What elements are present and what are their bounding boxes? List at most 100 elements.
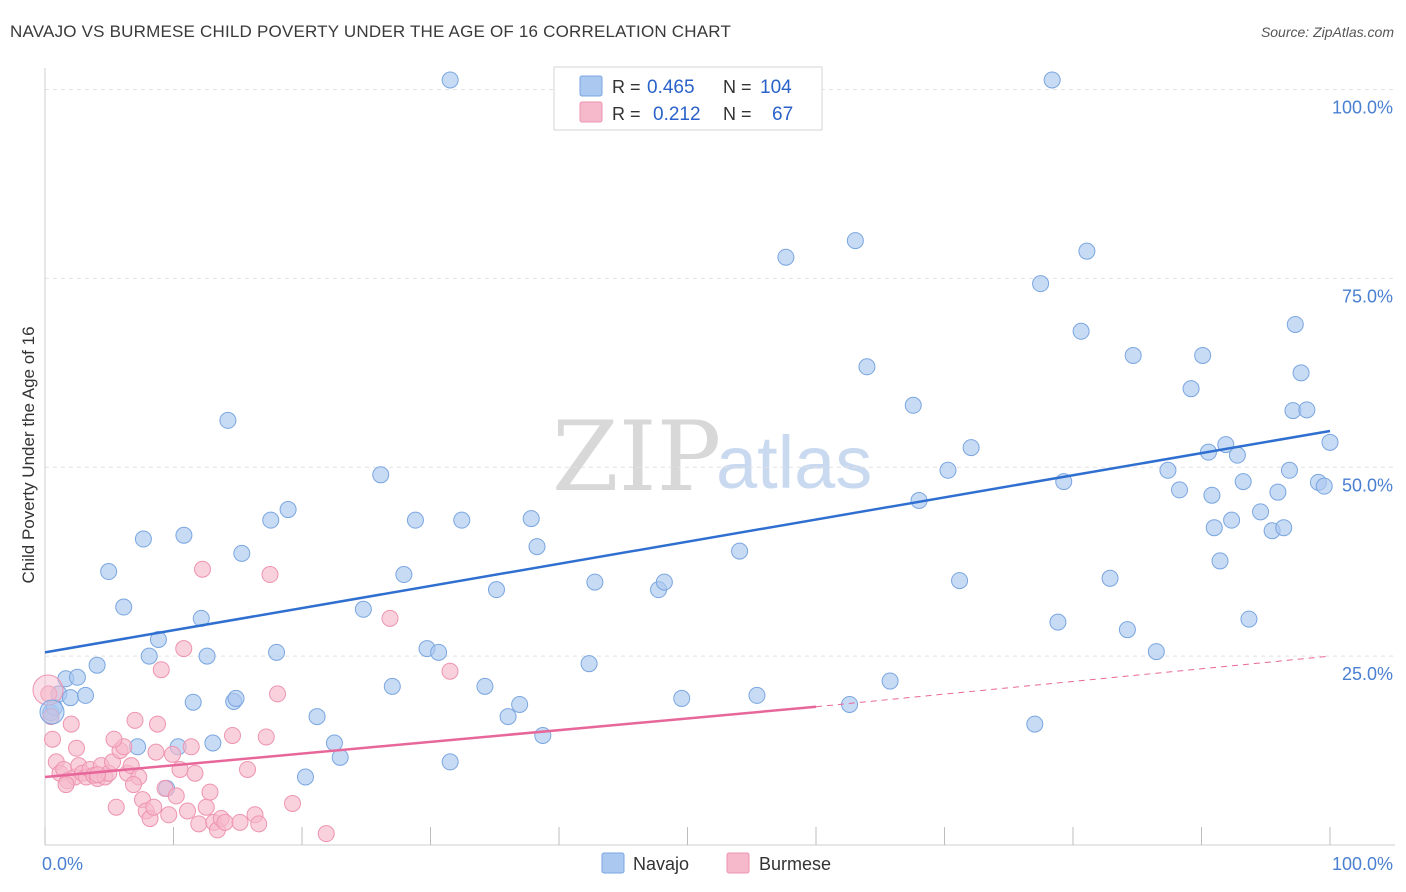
- burmese-point: [201, 783, 219, 801]
- navajo-point: [1315, 477, 1333, 495]
- legend-r-value-navajo: 0.465: [647, 77, 695, 98]
- navajo-point: [1292, 364, 1310, 382]
- navajo-point: [586, 573, 604, 591]
- navajo-point: [100, 563, 118, 581]
- watermark-zip: ZIP: [552, 401, 721, 513]
- navajo-point: [1321, 433, 1339, 451]
- burmese-point: [145, 798, 163, 816]
- navajo-point: [453, 511, 471, 529]
- burmese-point: [239, 760, 256, 778]
- burmese-point: [269, 685, 286, 703]
- navajo-point: [748, 686, 766, 704]
- navajo-point: [1269, 483, 1287, 501]
- grid-lines: [45, 89, 1395, 657]
- burmese-point: [125, 776, 142, 794]
- navajo-point: [184, 693, 202, 711]
- navajo-point: [77, 686, 95, 704]
- legend-n-value-burmese: 67: [772, 104, 793, 125]
- x-tick-label-start: 0.0%: [42, 854, 83, 874]
- navajo-point: [522, 510, 540, 528]
- burmese-point: [105, 730, 123, 748]
- navajo-point: [140, 647, 158, 665]
- navajo-point: [962, 439, 980, 457]
- navajo-point: [406, 511, 424, 529]
- navajo-point: [219, 411, 237, 429]
- navajo-point: [731, 542, 749, 560]
- navajo-point: [846, 232, 864, 250]
- bottom-legend-swatch-navajo: [601, 852, 625, 874]
- navajo-point: [1205, 519, 1223, 537]
- burmese-point: [57, 776, 75, 794]
- navajo-point: [325, 734, 343, 752]
- burmese-point: [164, 745, 181, 763]
- burmese-point: [441, 662, 459, 680]
- navajo-point: [39, 699, 65, 725]
- legend-swatch-burmese: [579, 101, 603, 123]
- chart-title: NAVAJO VS BURMESE CHILD POVERTY UNDER TH…: [10, 22, 732, 41]
- burmese-point: [44, 730, 61, 748]
- navajo-point: [1252, 503, 1270, 521]
- navajo-point: [149, 631, 167, 649]
- navajo-point: [1118, 621, 1136, 639]
- navajo-point: [580, 655, 598, 673]
- navajo-point: [1072, 322, 1090, 340]
- navajo-point: [68, 668, 86, 686]
- navajo-point: [395, 566, 413, 584]
- burmese-point: [257, 728, 275, 746]
- navajo-point: [441, 753, 459, 771]
- burmese-point: [261, 566, 279, 584]
- navajo-point: [1182, 380, 1200, 398]
- series-legend: Navajo Burmese: [601, 852, 831, 874]
- burmese-point: [284, 794, 301, 812]
- legend-r-label-navajo: R =: [612, 77, 641, 97]
- navajo-point: [383, 677, 401, 695]
- navajo-point: [1240, 610, 1258, 628]
- burmese-point: [147, 743, 165, 761]
- x-tick-labels: 0.0% 100.0%: [42, 854, 1393, 874]
- navajo-point: [1228, 446, 1246, 464]
- navajo-point: [1078, 242, 1096, 260]
- navajo-point: [1147, 643, 1165, 661]
- burmese-point: [68, 739, 85, 757]
- y-tick-label: 25.0%: [1342, 664, 1393, 684]
- burmese-point: [62, 715, 80, 733]
- navajo-point: [175, 526, 193, 544]
- navajo-point: [1275, 519, 1293, 537]
- bottom-legend-swatch-burmese: [726, 852, 750, 874]
- x-tick-label-end: 100.0%: [1332, 854, 1393, 874]
- burmese-point: [175, 640, 193, 658]
- source-label: Source: ZipAtlas.com: [1260, 24, 1394, 40]
- navajo-point: [655, 573, 673, 591]
- navajo-point: [1124, 346, 1142, 364]
- burmese-point: [250, 815, 268, 833]
- navajo-point: [198, 647, 216, 665]
- navajo-point: [1194, 346, 1212, 364]
- navajo-point: [487, 581, 505, 599]
- burmese-point: [179, 802, 196, 820]
- navajo-point: [777, 248, 795, 266]
- burmese-trend-line-projection: [815, 655, 1331, 708]
- burmese-point: [197, 798, 215, 816]
- navajo-point: [61, 689, 79, 707]
- navajo-point: [841, 695, 859, 713]
- navajo-point: [534, 726, 552, 744]
- navajo-point: [673, 689, 691, 707]
- navajo-point: [476, 677, 494, 695]
- legend-swatch-navajo: [579, 75, 603, 97]
- data-points: [32, 71, 1339, 843]
- navajo-point: [1043, 71, 1061, 89]
- navajo-point: [88, 656, 106, 674]
- y-tick-label: 50.0%: [1342, 475, 1393, 495]
- navajo-point: [204, 734, 222, 752]
- navajo-point: [1101, 569, 1119, 587]
- navajo-point: [372, 466, 390, 484]
- navajo-point: [499, 708, 517, 726]
- navajo-point: [858, 358, 876, 376]
- navajo-point: [1026, 715, 1044, 733]
- burmese-point: [107, 798, 125, 816]
- navajo-point: [279, 501, 297, 519]
- legend-r-value-burmese: 0.212: [653, 104, 701, 125]
- navajo-point: [881, 672, 899, 690]
- burmese-trend-line: [44, 705, 817, 779]
